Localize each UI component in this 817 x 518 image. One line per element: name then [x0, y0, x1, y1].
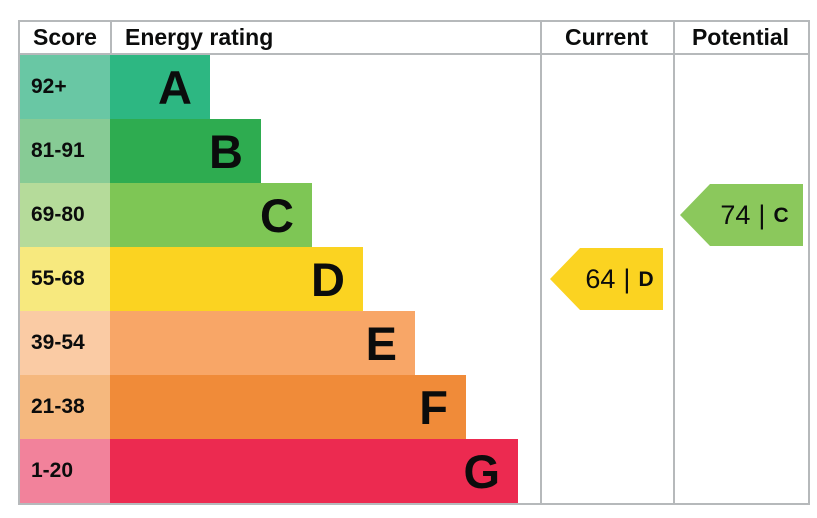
- rating-letter-A: A: [158, 60, 192, 114]
- rating-bar-G: G: [110, 439, 518, 503]
- score-cell-B: 81-91: [20, 119, 110, 183]
- potential-rating-letter: C: [773, 203, 789, 227]
- score-cell-E: 39-54: [20, 311, 110, 375]
- rating-bar-A: A: [110, 55, 210, 119]
- band-row-B: 81-91 B: [20, 119, 808, 183]
- band-rows: 92+ A 81-91 B 69-80 C 55-68 D 39-54 E 21-38 F 1-20 G: [20, 55, 808, 503]
- score-cell-F: 21-38: [20, 375, 110, 439]
- band-row-E: 39-54 E: [20, 311, 808, 375]
- table-header: Score Energy rating Current Potential: [20, 22, 808, 55]
- potential-rating-arrow: 74 | C: [680, 184, 803, 246]
- divider-current-column: [540, 22, 542, 503]
- band-row-G: 1-20 G: [20, 439, 808, 503]
- header-energy-rating: Energy rating: [125, 24, 274, 50]
- band-row-F: 21-38 F: [20, 375, 808, 439]
- current-rating-separator: |: [623, 263, 631, 294]
- rating-letter-G: G: [463, 444, 500, 498]
- score-cell-C: 69-80: [20, 183, 110, 247]
- rating-bar-D: D: [110, 247, 363, 311]
- rating-letter-C: C: [260, 188, 294, 242]
- rating-bar-B: B: [110, 119, 261, 183]
- rating-letter-F: F: [419, 380, 448, 434]
- rating-letter-B: B: [209, 124, 243, 178]
- divider-potential-column: [673, 22, 675, 503]
- current-rating-value: 64: [585, 263, 616, 294]
- rating-bar-F: F: [110, 375, 466, 439]
- header-current: Current: [564, 24, 649, 50]
- band-row-D: 55-68 D: [20, 247, 808, 311]
- rating-letter-D: D: [311, 252, 345, 306]
- header-potential: Potential: [691, 24, 790, 50]
- current-rating-letter: D: [638, 267, 654, 291]
- header-score: Score: [20, 22, 112, 53]
- current-rating-arrow: 64 | D: [550, 248, 663, 310]
- band-row-A: 92+ A: [20, 55, 808, 119]
- epc-rating-table: Score Energy rating Current Potential 92…: [18, 20, 810, 505]
- score-cell-G: 1-20: [20, 439, 110, 503]
- potential-rating-value: 74: [720, 199, 751, 230]
- score-cell-A: 92+: [20, 55, 110, 119]
- band-row-C: 69-80 C: [20, 183, 808, 247]
- rating-bar-C: C: [110, 183, 312, 247]
- rating-letter-E: E: [365, 316, 397, 370]
- potential-rating-separator: |: [758, 199, 766, 230]
- rating-bar-E: E: [110, 311, 415, 375]
- score-cell-D: 55-68: [20, 247, 110, 311]
